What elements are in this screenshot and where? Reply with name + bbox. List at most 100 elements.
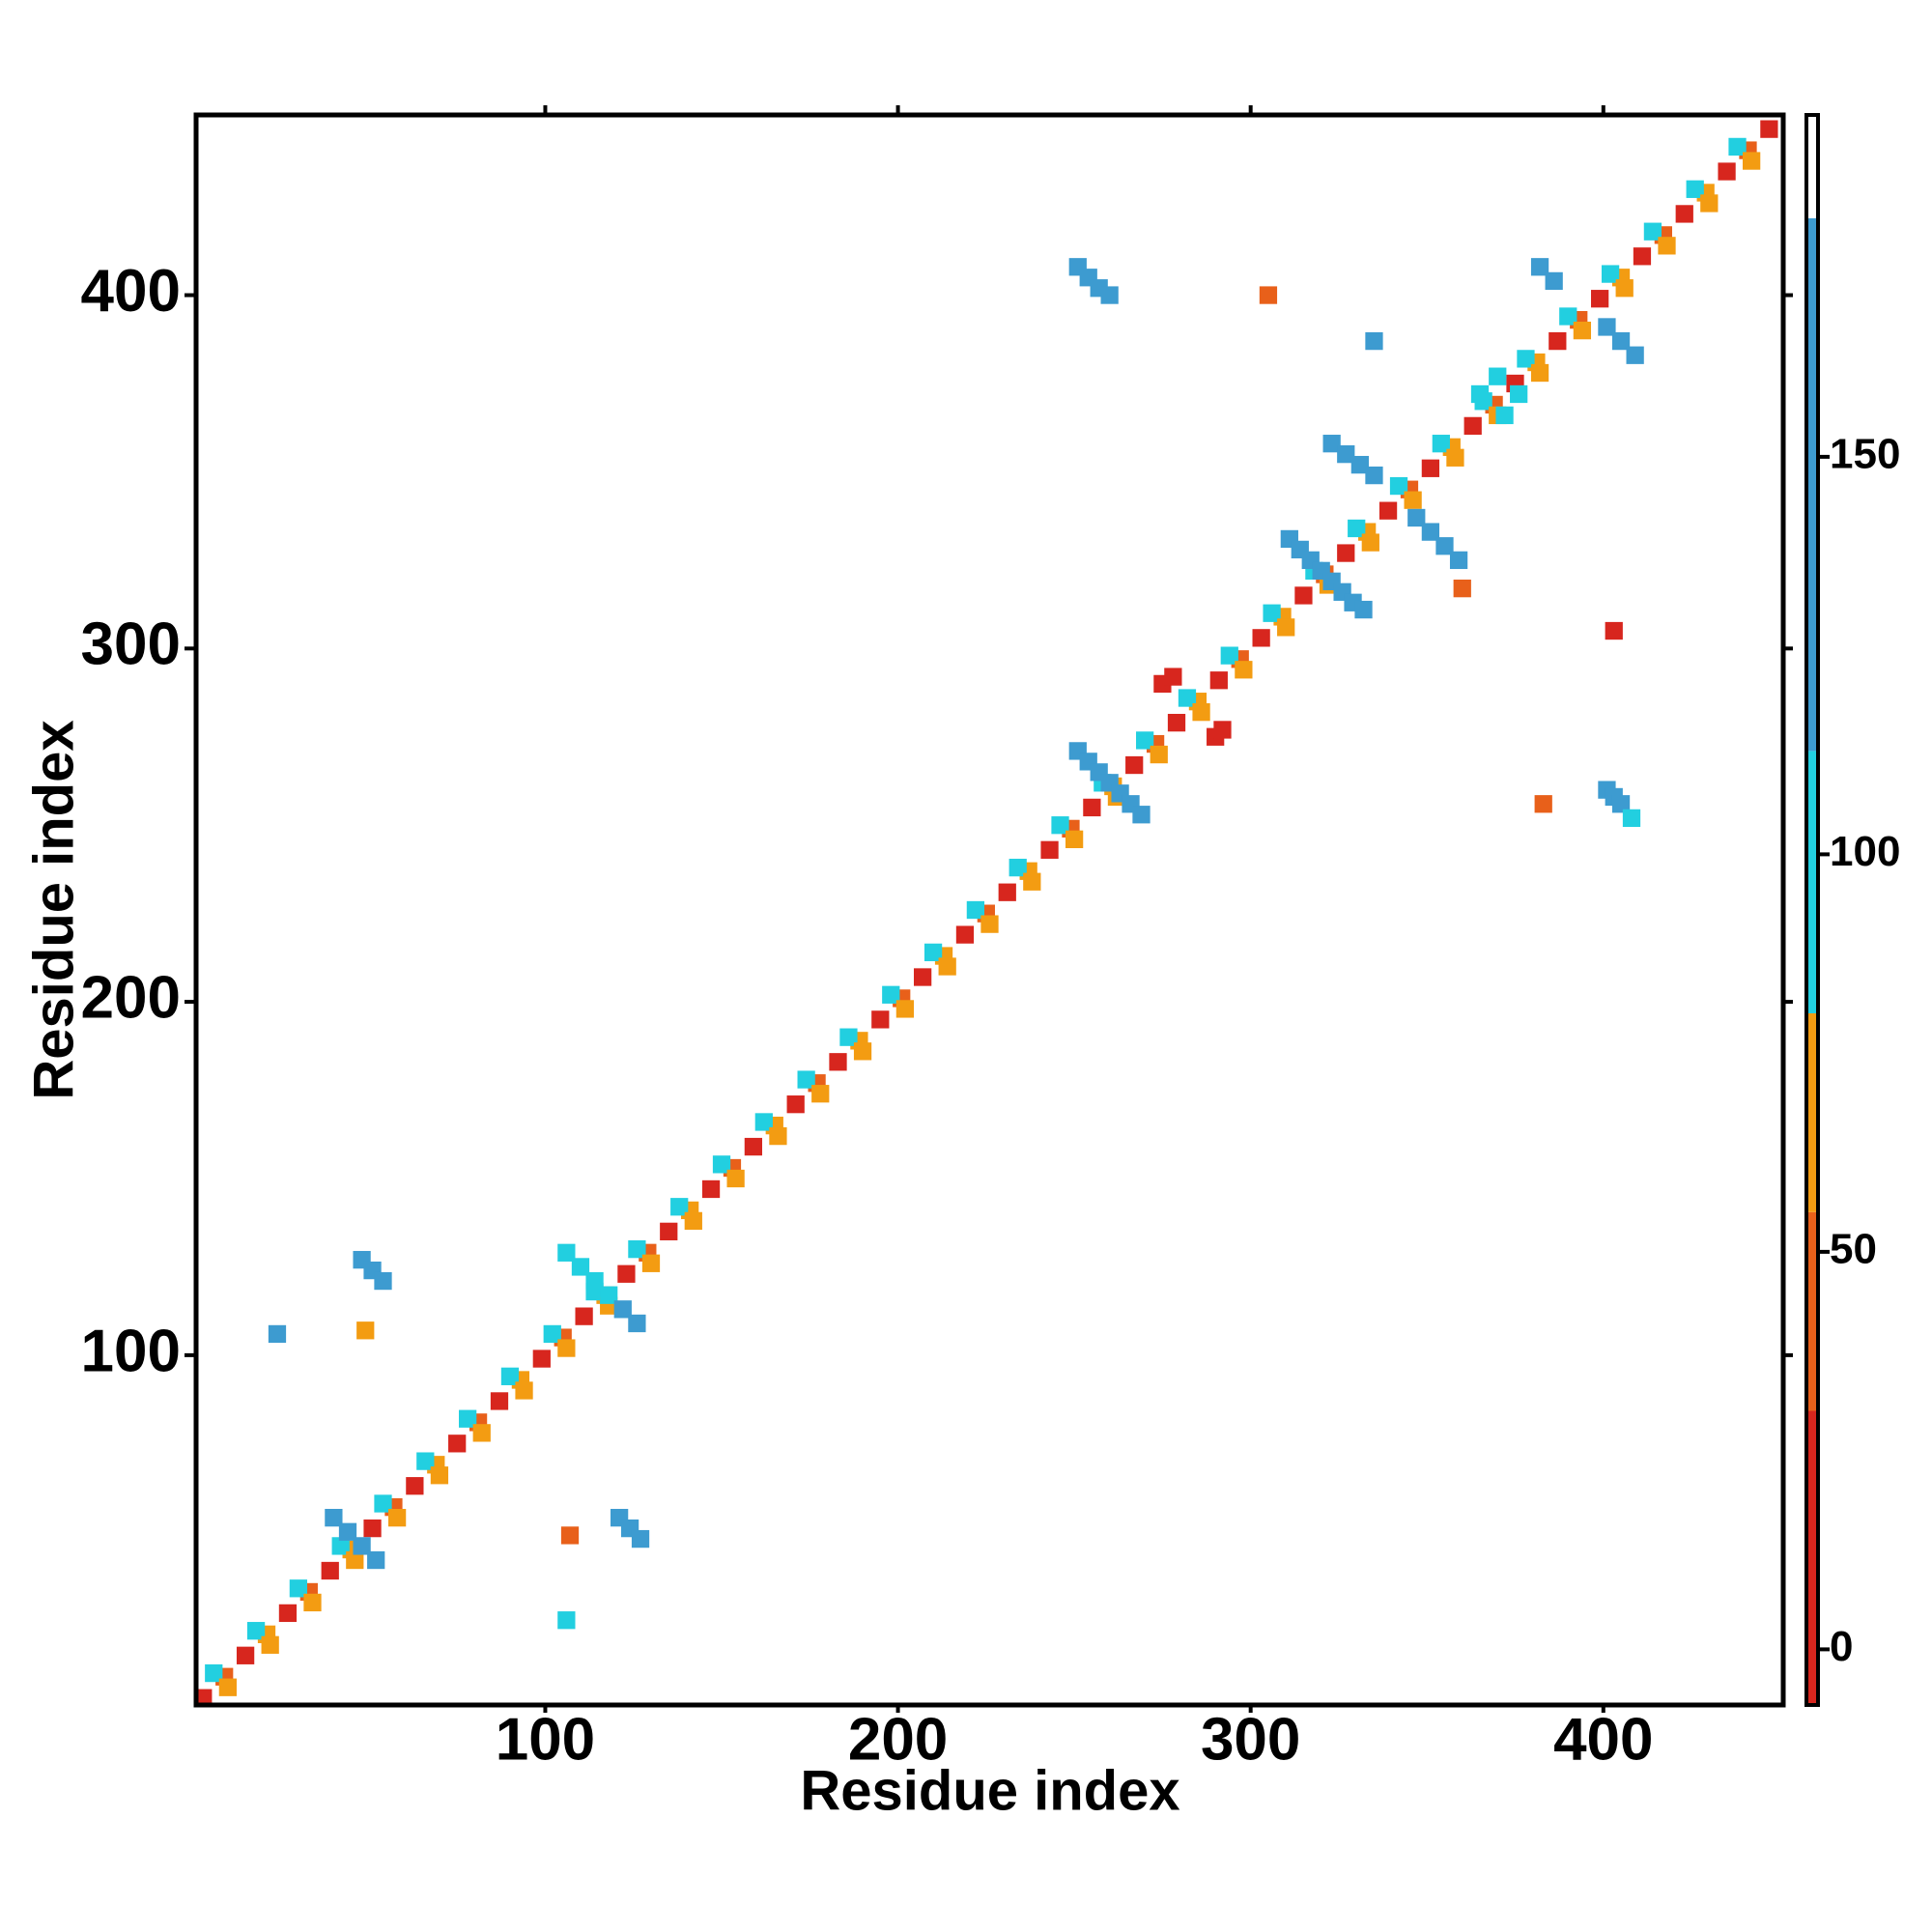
cell [331, 1537, 350, 1555]
cell [1348, 519, 1366, 538]
cell [660, 1222, 678, 1241]
x-tick-label: 100 [496, 1706, 595, 1773]
cell [1545, 271, 1563, 291]
cell [829, 1053, 847, 1071]
cell [1435, 537, 1454, 555]
cell [1530, 258, 1549, 276]
cell [1530, 363, 1549, 383]
cell [1601, 265, 1620, 283]
cell [1365, 466, 1383, 485]
cell [923, 943, 943, 962]
cell [1354, 600, 1373, 619]
colorbar-segment [1806, 1410, 1818, 1705]
cell [1337, 544, 1355, 562]
cell [600, 1286, 618, 1304]
cell [1132, 806, 1151, 824]
cell [571, 1258, 590, 1276]
cell [268, 1324, 287, 1344]
cell [1235, 661, 1253, 679]
cell [1192, 703, 1210, 722]
cell [356, 1321, 375, 1340]
cell [1615, 279, 1634, 298]
cell [448, 1435, 467, 1453]
cell [1322, 435, 1341, 453]
colorbar-segment [1806, 1211, 1818, 1411]
cell [938, 957, 956, 976]
cell [205, 1663, 223, 1683]
cell [1051, 816, 1069, 835]
cell [786, 1095, 805, 1114]
colorbar-tick-label: 100 [1830, 828, 1900, 875]
cell [684, 1211, 702, 1231]
cell [218, 1678, 237, 1696]
cell [585, 1271, 604, 1291]
cell [353, 1537, 371, 1555]
cell [1263, 604, 1281, 622]
cell [895, 1000, 915, 1018]
cell [246, 1622, 266, 1640]
cell [1350, 455, 1369, 474]
cell [1626, 346, 1644, 364]
cell [338, 1522, 357, 1541]
cell [430, 1466, 449, 1485]
cell [966, 900, 985, 920]
cell [575, 1307, 593, 1325]
cell [726, 1169, 745, 1188]
cell [1432, 435, 1450, 453]
cell [557, 1243, 576, 1262]
cell [557, 1611, 576, 1630]
cell [1453, 579, 1471, 598]
cell [1361, 533, 1379, 552]
cell [914, 968, 932, 986]
cell [1591, 290, 1609, 308]
colorbar-segment [1806, 115, 1818, 218]
colorbar-tick-label: 0 [1830, 1623, 1853, 1670]
cell [416, 1452, 435, 1470]
cell [1489, 367, 1507, 385]
cell [406, 1477, 424, 1495]
cell [701, 1179, 721, 1199]
cell [1125, 755, 1144, 775]
x-tick-label: 300 [1201, 1706, 1300, 1773]
cell [1407, 508, 1426, 527]
cell [631, 1529, 650, 1548]
cell [1446, 448, 1464, 467]
cell [1178, 689, 1197, 707]
y-tick-label: 400 [81, 258, 181, 325]
plot-frame [193, 112, 1786, 1708]
cell [303, 1593, 322, 1612]
cell [1743, 152, 1761, 170]
cell [1643, 222, 1662, 241]
cell [1365, 331, 1383, 351]
cell [1023, 872, 1041, 891]
cell [1389, 476, 1408, 496]
cell [1718, 162, 1736, 181]
cell [1611, 795, 1631, 813]
cell [1495, 406, 1514, 425]
cell [1463, 416, 1482, 436]
y-tick-label: 300 [81, 611, 181, 678]
cell [363, 1519, 382, 1538]
cell [543, 1324, 561, 1344]
cell [1449, 551, 1468, 570]
cell [1277, 618, 1295, 637]
cell [1534, 795, 1552, 813]
cell [1040, 840, 1059, 859]
cell [472, 1424, 491, 1442]
cell [278, 1604, 298, 1623]
cell [998, 883, 1016, 901]
cell [769, 1126, 787, 1146]
cell [261, 1635, 279, 1654]
cell [557, 1339, 576, 1357]
cell [1209, 671, 1228, 690]
cell [744, 1137, 763, 1156]
cell [754, 1113, 773, 1131]
cell [490, 1392, 509, 1410]
colorbar-segment [1806, 751, 1818, 1013]
cell [641, 1254, 661, 1272]
cell [367, 1550, 385, 1570]
cell [1167, 713, 1186, 732]
cell [289, 1579, 308, 1598]
